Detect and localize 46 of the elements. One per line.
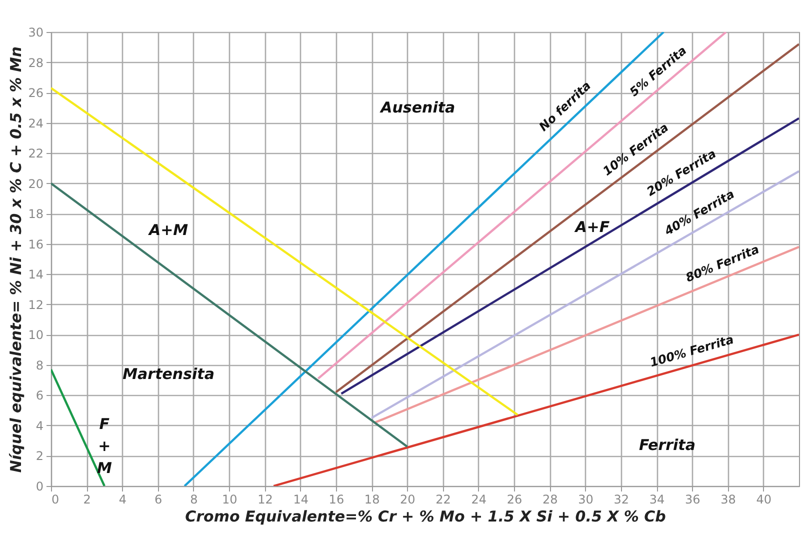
x-axis-title: Cromo Equivalente=% Cr + % Mo + 1.5 X Si + 0.5 X % Cb: [185, 508, 666, 526]
x-tick-label: 10: [222, 492, 238, 506]
x-tick-label: 20: [400, 492, 416, 506]
x-tick-label: 6: [154, 492, 162, 506]
x-tick-label: 16: [328, 492, 344, 506]
x-tick-label: 34: [649, 492, 665, 506]
y-tick-label: 2: [36, 449, 44, 464]
y-tick-label: 4: [36, 418, 44, 433]
x-tick-label: 38: [720, 492, 736, 506]
x-tick-label: 36: [685, 492, 700, 506]
y-tick-label: 26: [28, 86, 44, 100]
text: 100% Ferrita: [648, 332, 736, 370]
annotation: A+F: [574, 218, 610, 236]
x-tick-label: 32: [614, 492, 630, 506]
annotation: Ausenita: [380, 98, 456, 117]
x-tick-label: 22: [436, 492, 451, 506]
y-tick-label: 10: [28, 328, 44, 342]
annotation: A+M: [148, 221, 188, 240]
y-tick-label: 22: [28, 146, 44, 161]
x-tick-label: 18: [364, 492, 380, 506]
y-tick-label: 28: [28, 56, 44, 70]
x-tick-label: 26: [506, 492, 522, 506]
y-tick-label: 0: [36, 480, 44, 494]
annotation: Ferrita: [638, 436, 696, 454]
y-tick-label: 6: [36, 388, 44, 403]
x-tick-label: 24: [471, 492, 487, 506]
y-tick-label: 12: [28, 298, 44, 312]
x-tick-label: 14: [293, 492, 308, 506]
annotation: Martensita: [122, 365, 214, 384]
y-tick-label: 24: [28, 116, 44, 130]
y-tick-label: 20: [28, 176, 44, 191]
y-tick-label: 18: [28, 207, 44, 222]
x-tick-label: 0: [52, 492, 60, 506]
y-axis-title: Níquel equivalente= % Ni + 30 x % C + 0.5 x % Mn: [7, 46, 26, 473]
x-tick-label: 8: [190, 492, 198, 506]
y-tick-label: 8: [36, 358, 44, 372]
x-tick-label: 40: [756, 492, 772, 506]
y-tick-label: 16: [28, 237, 44, 252]
annotation: F + M: [96, 414, 112, 477]
x-tick-label: 28: [542, 492, 558, 506]
y-tick-label: 30: [28, 26, 44, 40]
x-tick-label: 2: [83, 492, 91, 506]
x-tick-label: 30: [578, 492, 594, 506]
x-tick-label: 12: [258, 492, 273, 506]
y-tick-label: 14: [28, 268, 44, 282]
x-tick-label: 4: [118, 492, 127, 506]
